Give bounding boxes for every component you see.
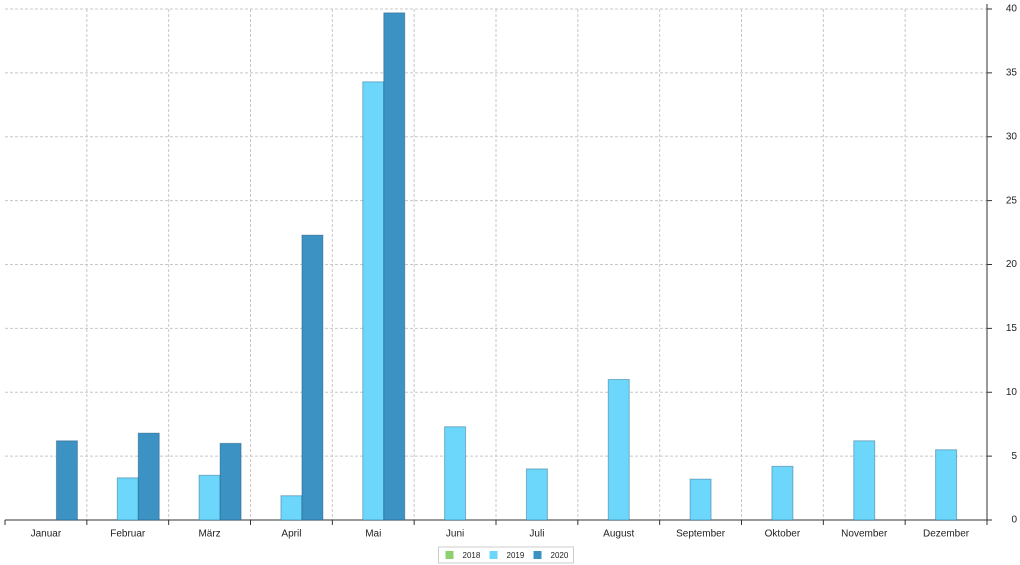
x-tick-label: März (198, 529, 220, 540)
y-tick-label: 35 (1006, 68, 1018, 79)
bar (116, 477, 139, 521)
bar (137, 432, 160, 521)
y-tick-label: 15 (1006, 323, 1018, 334)
x-tick-label: Juni (446, 529, 464, 540)
bar (55, 440, 78, 521)
x-tick-label: September (676, 529, 726, 540)
legend: 2018 2019 2020 (438, 546, 574, 564)
bar (301, 234, 324, 521)
y-tick-label: 10 (1006, 387, 1018, 398)
y-tick-label: 5 (1011, 451, 1017, 462)
x-tick-label: Januar (31, 529, 62, 540)
legend-swatch (533, 551, 542, 559)
y-tick-label: 25 (1006, 195, 1018, 206)
x-tick-label: Mai (365, 529, 381, 540)
legend-label: 2019 (507, 551, 525, 560)
bar (771, 465, 794, 521)
bar (689, 478, 712, 521)
y-tick-label: 20 (1006, 259, 1018, 270)
bar (219, 442, 242, 521)
x-tick-label: Juli (529, 529, 544, 540)
bar (525, 468, 548, 521)
bar (198, 474, 221, 521)
bar (935, 449, 958, 521)
bar (383, 12, 406, 521)
bar (444, 426, 467, 521)
y-tick-label: 30 (1006, 131, 1018, 142)
bar (280, 495, 303, 521)
bar (362, 81, 385, 521)
x-tick-label: Februar (110, 529, 146, 540)
y-tick-label: 40 (1006, 4, 1018, 15)
x-tick-label: Dezember (923, 529, 970, 540)
legend-label: 2020 (551, 551, 569, 560)
bar (853, 440, 876, 521)
x-tick-label: Oktober (765, 529, 801, 540)
legend-label: 2018 (463, 551, 481, 560)
y-tick-label: 0 (1011, 515, 1017, 526)
x-tick-label: April (281, 529, 301, 540)
legend-swatch (489, 551, 498, 559)
bar (607, 378, 630, 521)
legend-swatch (445, 551, 454, 559)
x-tick-label: August (603, 529, 634, 540)
x-tick-label: November (841, 529, 888, 540)
